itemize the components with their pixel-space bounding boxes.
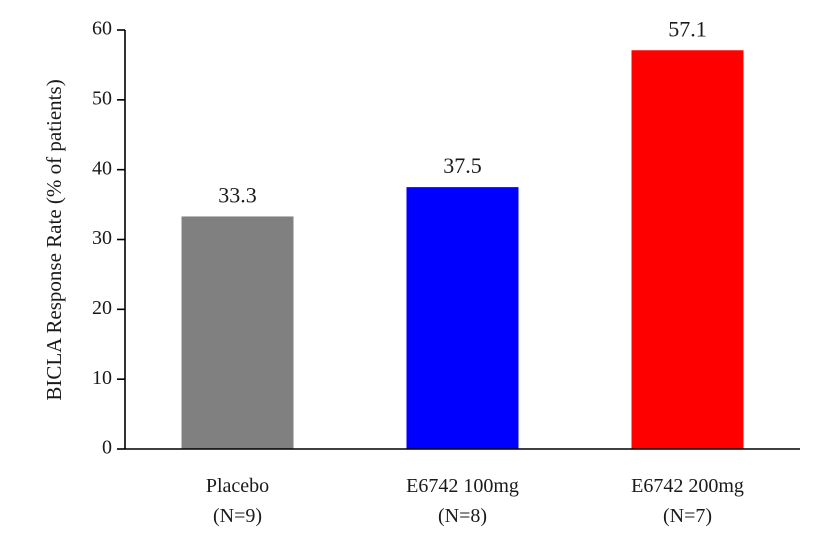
data-labels: 33.3 37.5 57.1: [218, 16, 707, 207]
y-tick-label: 30: [92, 227, 112, 249]
y-axis-title-group: BICLA Response Rate (% of patients): [42, 79, 66, 400]
y-tick-label: 20: [92, 297, 112, 319]
y-tick-label: 40: [92, 157, 112, 179]
category-label: E6742 100mg: [406, 475, 519, 497]
y-tick-label: 50: [92, 87, 112, 109]
category-label: Placebo: [206, 475, 269, 497]
data-label: 33.3: [218, 182, 257, 207]
bar: [631, 50, 744, 449]
category-label: E6742 200mg: [631, 475, 744, 497]
y-tick-label: 0: [102, 437, 112, 459]
y-axis-ticks: 0 10 20 30 40 50 60: [92, 18, 125, 459]
bar: [181, 216, 294, 449]
category-n-label: (N=8): [438, 505, 487, 527]
category-labels: Placebo (N=9) E6742 100mg (N=8) E6742 200mg (…: [206, 475, 744, 527]
data-label: 37.5: [443, 153, 482, 178]
data-label: 57.1: [668, 16, 707, 41]
y-tick-label: 60: [92, 18, 112, 40]
bar: [406, 187, 519, 449]
bars: [181, 50, 744, 449]
category-n-label: (N=7): [663, 505, 712, 527]
y-tick-label: 10: [92, 367, 112, 389]
y-axis-title: BICLA Response Rate (% of patients): [42, 79, 66, 400]
category-n-label: (N=9): [213, 505, 262, 527]
